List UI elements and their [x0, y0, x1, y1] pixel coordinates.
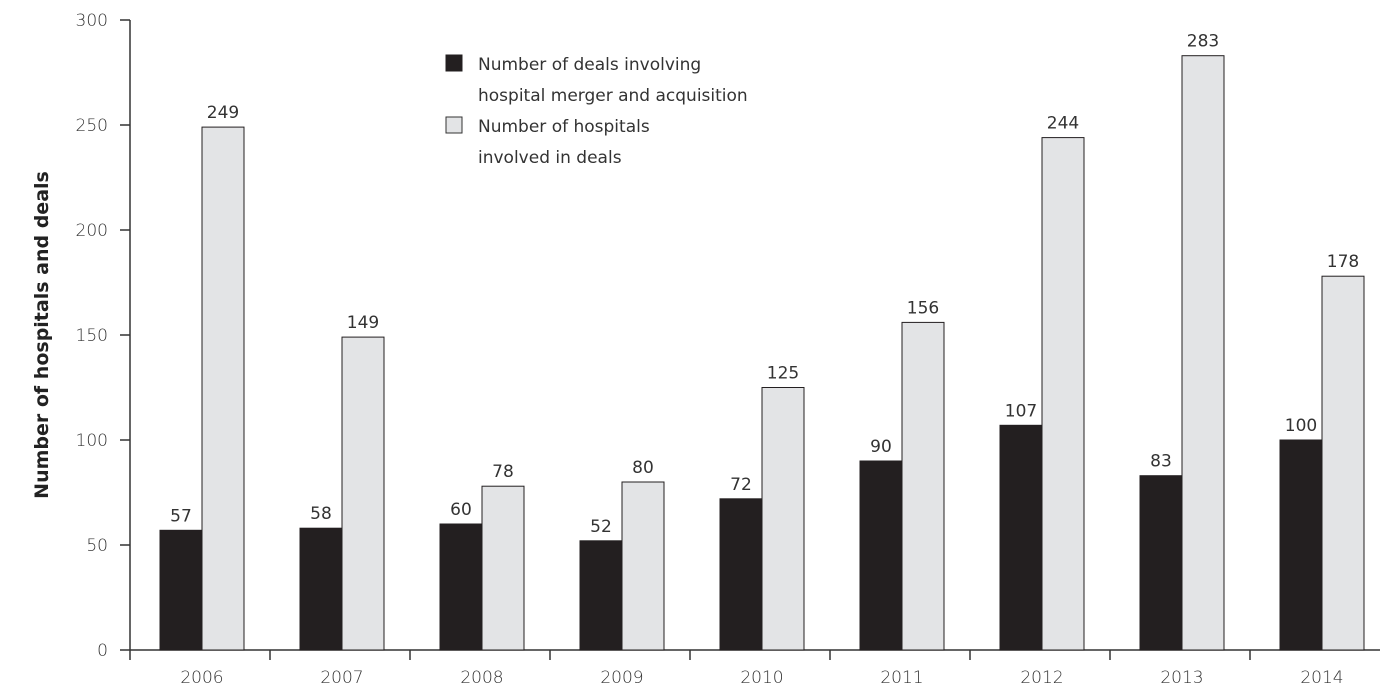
- legend-item-hospitals: Number of hospitals involved in deals: [445, 116, 655, 168]
- data-label-hospitals: 283: [1187, 32, 1219, 52]
- data-label-deals: 57: [170, 506, 192, 526]
- data-label-deals: 52: [590, 517, 612, 537]
- bar-deals: [859, 460, 903, 651]
- y-axis-label: Number of hospitals and deals: [31, 171, 53, 499]
- y-tick-label: 150: [76, 326, 108, 346]
- x-tick-label: 2011: [880, 668, 923, 688]
- legend-swatch-hospitals: [445, 116, 463, 134]
- bar-hospitals: [481, 485, 525, 651]
- bar-deals: [999, 424, 1043, 651]
- legend-label-deals-line-2: hospital merger and acquisition: [478, 86, 748, 106]
- x-tick-label: 2013: [1160, 668, 1203, 688]
- data-label-deals: 58: [310, 504, 332, 524]
- bar-deals: [439, 523, 483, 651]
- data-label-hospitals: 156: [907, 298, 939, 318]
- data-label-hospitals: 244: [1047, 114, 1079, 134]
- x-tick-label: 2006: [180, 668, 223, 688]
- bar-hospitals: [901, 321, 945, 651]
- data-label-hospitals: 149: [347, 313, 379, 333]
- x-tick-label: 2010: [740, 668, 783, 688]
- x-tick-label: 2009: [600, 668, 643, 688]
- data-labels: 57 58 60 52 72 90 107 83 100 249 149 78 80 125 156 244 2…: [170, 32, 1359, 537]
- y-tick-label: 100: [76, 431, 108, 451]
- legend: Number of deals involving hospital merge…: [445, 54, 748, 168]
- legend-swatch-deals: [445, 54, 463, 72]
- y-tick-label: 200: [76, 221, 108, 241]
- legend-label-hospitals-line-1: Number of hospitals: [478, 117, 650, 137]
- legend-label-hospitals: Number of hospitals involved in deals: [478, 117, 655, 168]
- y-tick-label: 250: [76, 116, 108, 136]
- x-tick-label: 2014: [1300, 668, 1343, 688]
- bar-deals: [299, 527, 343, 651]
- data-label-deals: 100: [1285, 416, 1317, 436]
- y-tick-label: 50: [86, 536, 108, 556]
- data-label-deals: 83: [1150, 452, 1172, 472]
- bar-deals: [159, 529, 203, 651]
- data-label-hospitals: 78: [492, 462, 514, 482]
- bar-deals: [719, 498, 763, 651]
- data-label-hospitals: 125: [767, 364, 799, 384]
- x-tick-label: 2007: [320, 668, 363, 688]
- x-tick-label: 2012: [1020, 668, 1063, 688]
- bar-hospitals: [1041, 137, 1085, 651]
- data-label-deals: 60: [450, 500, 472, 520]
- bar-hospitals: [1181, 55, 1225, 651]
- x-tick-label: 2008: [460, 668, 503, 688]
- bar-deals: [1279, 439, 1323, 651]
- bar-hospitals: [341, 336, 385, 651]
- data-label-hospitals: 178: [1327, 252, 1359, 272]
- bar-hospitals: [621, 481, 665, 651]
- data-label-hospitals: 249: [207, 103, 239, 123]
- bar-hospitals: [761, 387, 805, 651]
- legend-label-deals: Number of deals involving hospital merge…: [478, 55, 748, 106]
- x-ticks: 2006 2007 2008 2009 2010 2011 2012 2013 2014: [129, 650, 1344, 688]
- bar-hospitals: [1321, 275, 1365, 651]
- bar-hospitals: [201, 126, 245, 651]
- y-ticks: 0 50 100 150 200 250 300: [76, 11, 130, 661]
- bars: [159, 55, 1365, 651]
- data-label-deals: 90: [870, 437, 892, 457]
- bar-deals: [1139, 475, 1183, 651]
- legend-item-deals: Number of deals involving hospital merge…: [445, 54, 748, 106]
- legend-label-deals-line-1: Number of deals involving: [478, 55, 701, 75]
- data-label-deals: 72: [730, 475, 752, 495]
- legend-label-hospitals-line-2: involved in deals: [478, 148, 622, 168]
- data-label-deals: 107: [1005, 401, 1037, 421]
- y-tick-label: 300: [76, 11, 108, 31]
- y-tick-label: 0: [97, 641, 108, 661]
- bar-deals: [579, 540, 623, 651]
- data-label-hospitals: 80: [632, 458, 654, 478]
